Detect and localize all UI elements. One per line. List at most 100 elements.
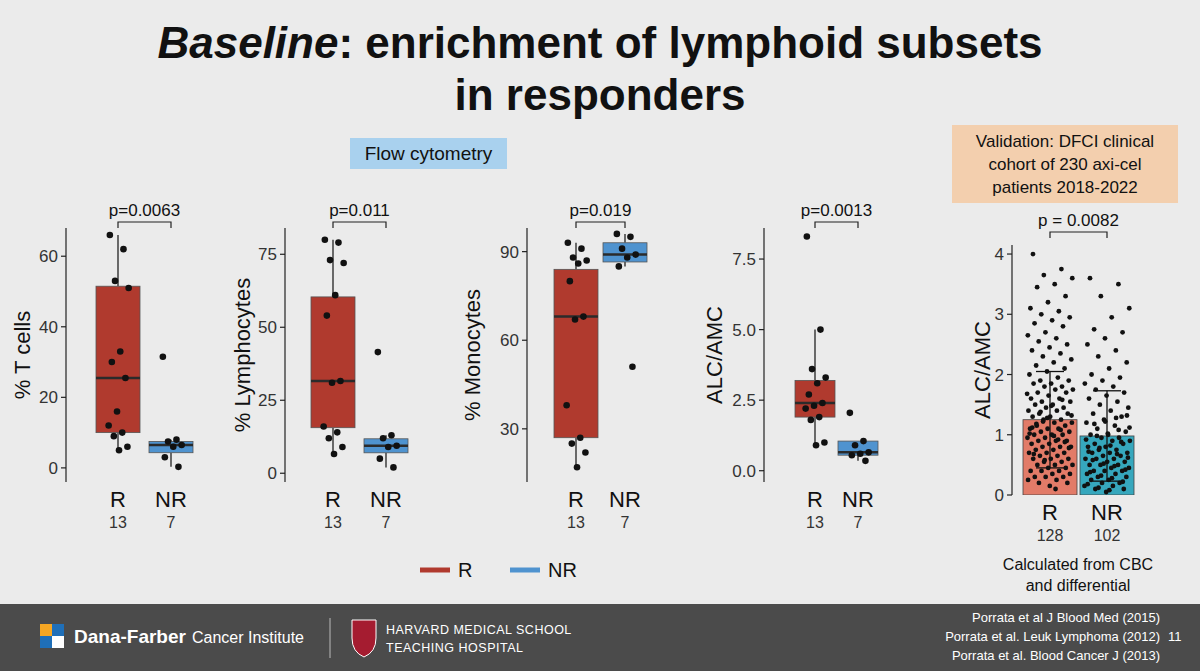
point — [1107, 488, 1112, 493]
point — [1056, 437, 1061, 442]
y-tick — [759, 329, 764, 330]
point — [1092, 441, 1097, 446]
point — [1111, 384, 1116, 389]
point — [388, 432, 395, 439]
point — [1084, 420, 1089, 425]
y-axis — [1011, 245, 1012, 495]
point — [1040, 444, 1045, 449]
point — [847, 410, 854, 417]
point — [1053, 487, 1058, 492]
point — [1034, 363, 1039, 368]
point — [124, 443, 131, 450]
point — [1101, 461, 1106, 466]
p-value: p=0.0013 — [801, 201, 872, 220]
point — [1050, 472, 1055, 477]
point — [1087, 396, 1092, 401]
sample-size: 7 — [382, 514, 391, 531]
y-axis — [526, 228, 527, 482]
point — [1043, 475, 1048, 480]
x-tick-label: NR — [842, 487, 874, 512]
point — [627, 234, 634, 241]
chart: 01234ALC/AMCR128NR102Validation: DFCI cl… — [952, 125, 1178, 594]
point — [1099, 435, 1104, 440]
sample-size: 13 — [567, 514, 585, 531]
point — [813, 442, 820, 449]
point — [1088, 470, 1093, 475]
point — [1032, 475, 1037, 480]
y-tick-label: 5.0 — [732, 321, 756, 340]
point — [1098, 294, 1103, 299]
point — [811, 403, 818, 410]
point — [1033, 402, 1038, 407]
point — [809, 366, 816, 373]
shield — [352, 620, 376, 657]
box — [96, 286, 140, 432]
point — [1062, 450, 1067, 455]
y-tick — [280, 473, 285, 474]
point — [1089, 372, 1094, 377]
point — [327, 257, 334, 264]
point — [117, 348, 124, 355]
x-tick-label: R — [110, 487, 126, 512]
point — [563, 402, 570, 409]
point — [860, 438, 867, 445]
point — [162, 454, 169, 461]
point — [175, 464, 182, 471]
separator — [330, 618, 331, 658]
legend-swatch — [420, 568, 450, 573]
point — [1038, 409, 1043, 414]
point — [1061, 324, 1066, 329]
y-label: % T cells — [10, 311, 35, 399]
bracket — [1050, 232, 1107, 238]
point — [1086, 449, 1091, 454]
point — [1047, 484, 1052, 489]
point — [1068, 472, 1073, 477]
point — [1057, 469, 1062, 474]
point — [1043, 435, 1048, 440]
point — [1088, 276, 1093, 281]
point — [1047, 441, 1052, 446]
background — [0, 0, 1200, 671]
y-tick-label: 4 — [995, 245, 1004, 264]
point — [1127, 438, 1132, 443]
point — [1053, 462, 1058, 467]
point — [1105, 431, 1110, 436]
point — [1059, 417, 1064, 422]
method-box — [350, 138, 507, 169]
point — [862, 458, 869, 465]
point — [1044, 450, 1049, 455]
point — [1097, 446, 1102, 451]
bracket — [815, 222, 858, 228]
point — [1097, 402, 1102, 407]
x-tick-label: R — [807, 487, 823, 512]
point — [385, 444, 392, 451]
point — [1086, 444, 1091, 449]
box — [795, 380, 835, 417]
point — [1108, 443, 1113, 448]
y-tick-label: 0 — [268, 464, 277, 483]
point — [1070, 462, 1075, 467]
point — [808, 417, 815, 424]
sample-size: 7 — [854, 514, 863, 531]
point — [1100, 378, 1105, 383]
point — [822, 374, 829, 381]
point — [122, 375, 129, 382]
y-tick — [759, 470, 764, 471]
point — [1027, 431, 1032, 436]
point — [1122, 459, 1127, 464]
point — [614, 231, 621, 238]
y-tick — [1007, 314, 1012, 315]
subtitle: Validation: DFCI clinical — [976, 132, 1154, 151]
y-tick — [280, 327, 285, 328]
point — [120, 246, 127, 253]
point — [1123, 429, 1128, 434]
legend-label: R — [458, 559, 472, 581]
box — [149, 441, 193, 452]
y-tick-label: 25 — [258, 391, 277, 410]
point — [1066, 378, 1071, 383]
y-tick — [1007, 494, 1012, 495]
point — [577, 434, 584, 441]
chart: 306090% MonocytesR13NR7p=0.019 — [460, 201, 647, 531]
point — [1092, 422, 1097, 427]
point — [1042, 384, 1047, 389]
